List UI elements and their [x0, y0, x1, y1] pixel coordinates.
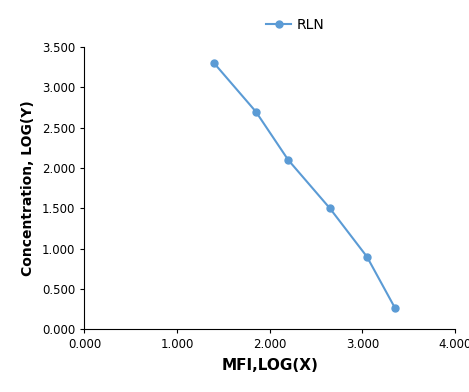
Y-axis label: Concentration, LOG(Y): Concentration, LOG(Y) [21, 100, 35, 276]
RLN [327, 206, 333, 211]
RLN [285, 158, 291, 162]
RLN [211, 61, 217, 65]
Legend: RLN: RLN [261, 12, 330, 37]
RLN [392, 305, 398, 310]
Line: RLN: RLN [211, 60, 398, 311]
X-axis label: MFI,LOG(X): MFI,LOG(X) [221, 358, 318, 373]
RLN [253, 109, 258, 114]
RLN [364, 254, 370, 259]
